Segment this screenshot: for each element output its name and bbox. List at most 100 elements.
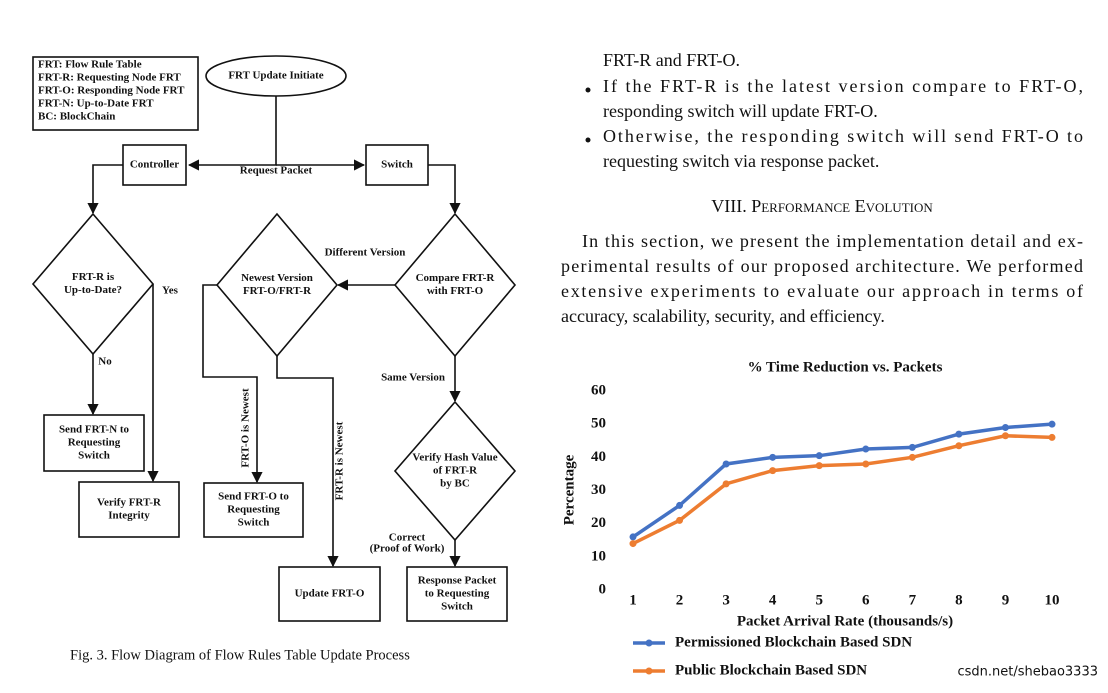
chart-title: % Time Reduction vs. Packets	[748, 359, 943, 375]
node-shape	[122, 144, 187, 186]
legend-line: FRT-N: Up-to-Date FRT	[38, 98, 154, 110]
node-shape	[406, 566, 508, 622]
data-point	[908, 453, 916, 461]
x-tick-label: 6	[862, 592, 870, 608]
y-tick-label: 30	[591, 482, 606, 498]
data-point	[815, 452, 823, 460]
node-label: Compare FRT-R	[416, 272, 496, 284]
node-label: Requesting	[68, 437, 121, 449]
data-point	[722, 480, 730, 488]
node-label: Switch	[238, 517, 270, 529]
node-shape	[278, 566, 381, 622]
data-point	[955, 430, 963, 438]
node-shape	[393, 400, 517, 542]
body-line: In this section, we present the implemen…	[582, 231, 1083, 251]
edge-label: Different Version	[325, 247, 406, 259]
node-label: FRT-O/FRT-R	[243, 285, 312, 297]
node-label: of FRT-R	[433, 465, 478, 477]
data-point	[769, 453, 777, 461]
node-label: Switch	[78, 450, 110, 462]
watermark: csdn.net/shebao3333	[957, 665, 1098, 680]
x-tick-label: 9	[1002, 592, 1010, 608]
node-shape	[78, 481, 180, 538]
node-label: Up-to-Date?	[64, 284, 122, 296]
x-tick-label: 10	[1045, 592, 1060, 608]
data-point	[629, 533, 637, 541]
legend-line: FRT-R: Requesting Node FRT	[38, 72, 181, 84]
data-point	[722, 460, 730, 468]
edge-label: FRT-O is Newest	[240, 388, 252, 468]
body-line: FRT-R and FRT-O.	[603, 50, 740, 70]
x-tick-label: 7	[909, 592, 917, 608]
data-point	[862, 445, 870, 453]
node-label: Integrity	[108, 510, 150, 522]
x-tick-label: 4	[769, 592, 777, 608]
edge-label: Request Packet	[240, 165, 313, 177]
node-label: Send FRT-O to	[218, 491, 289, 503]
legend-label: Public Blockchain Based SDN	[675, 662, 867, 678]
data-point	[1048, 420, 1056, 428]
x-tick-label: 8	[955, 592, 963, 608]
body-line: requesting switch via response packet.	[603, 151, 879, 171]
data-point	[676, 501, 684, 509]
series-line	[632, 422, 1053, 539]
node-shape	[215, 212, 339, 358]
legend-marker	[645, 667, 653, 675]
legend-box	[32, 56, 199, 131]
node-label: with FRT-O	[427, 285, 484, 297]
node-label: Switch	[441, 601, 473, 613]
edge-label: Same Version	[381, 372, 445, 384]
node-label: Verify Hash Value	[412, 452, 497, 464]
node-label: Response Packet	[418, 575, 497, 587]
node-label: Requesting	[227, 504, 280, 516]
data-point	[1048, 433, 1056, 441]
node-label: Send FRT-N to	[59, 424, 130, 436]
node-label: FRT-R is	[72, 271, 115, 283]
node-label: Update FRT-O	[295, 588, 365, 600]
x-tick-label: 5	[815, 592, 823, 608]
node-shape	[31, 212, 155, 356]
data-point	[769, 467, 777, 475]
node-label: by BC	[440, 478, 470, 490]
bullet	[585, 137, 591, 143]
edge-label: FRT-R is Newest	[334, 421, 346, 500]
data-point	[1001, 432, 1009, 440]
y-tick-label: 20	[591, 515, 606, 531]
node-shape	[203, 482, 304, 538]
data-point	[629, 540, 637, 548]
series-line	[632, 434, 1053, 546]
y-tick-label: 50	[591, 416, 606, 432]
caption: Fig. 3. Flow Diagram of Flow Rules Table…	[70, 647, 410, 663]
node-shape	[393, 212, 517, 358]
x-tick-label: 1	[629, 592, 637, 608]
legend-line: BC: BlockChain	[38, 111, 115, 123]
legend-line: FRT: Flow Rule Table	[38, 59, 142, 71]
node-shape	[43, 414, 145, 472]
node-label: FRT Update Initiate	[228, 70, 323, 82]
y-axis-label: Percentage	[561, 454, 577, 525]
node-shape	[205, 55, 347, 97]
data-point	[908, 443, 916, 451]
data-point	[1001, 423, 1009, 431]
data-point	[676, 516, 684, 524]
bullet	[585, 87, 591, 93]
x-axis-label: Packet Arrival Rate (thousands/s)	[737, 613, 953, 629]
legend-line: FRT-O: Responding Node FRT	[38, 85, 185, 97]
y-tick-label: 0	[599, 581, 607, 597]
y-tick-label: 60	[591, 382, 606, 398]
node-label: Newest Version	[241, 272, 313, 284]
edge-label: No	[98, 356, 112, 368]
y-tick-label: 10	[591, 548, 606, 564]
body-line: perimental results of our proposed archi…	[561, 256, 1083, 276]
edge-label: Correct	[389, 532, 426, 544]
node-label: Controller	[130, 159, 179, 171]
legend-label: Permissioned Blockchain Based SDN	[675, 634, 912, 650]
body-line: If the FRT-R is the latest version compa…	[603, 76, 1083, 96]
body-line: Otherwise, the responding switch will se…	[603, 126, 1083, 146]
node-label: Verify FRT-R	[97, 497, 162, 509]
section-heading: VIII. Performance Evolution	[711, 196, 933, 216]
data-point	[955, 442, 963, 450]
node-shape	[365, 144, 429, 186]
x-tick-label: 3	[722, 592, 730, 608]
